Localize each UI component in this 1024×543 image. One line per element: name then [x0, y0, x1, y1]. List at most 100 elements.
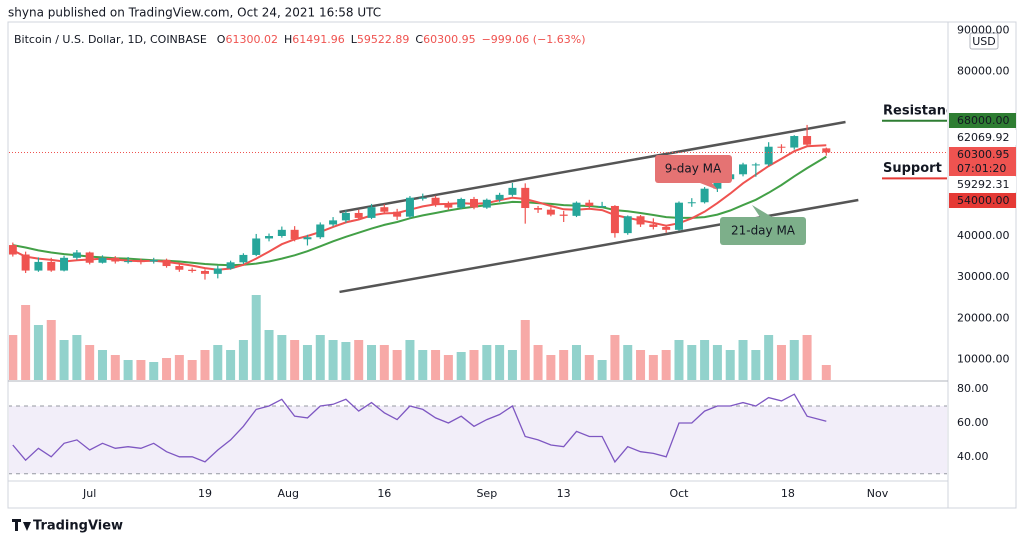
resistance-price-tag: 68000.00	[949, 113, 1016, 128]
ma9-price-tag-box	[949, 130, 1016, 145]
candle-body	[662, 226, 671, 230]
x-tick-label: 19	[198, 487, 212, 500]
candle-body	[316, 224, 325, 238]
volume-bar	[559, 350, 569, 380]
volume-bar	[802, 335, 812, 380]
volume-bar	[687, 345, 697, 380]
x-tick-label: Nov	[867, 487, 889, 500]
ma9-price-tag-text: 62069.92	[957, 131, 1010, 144]
candle-body	[98, 257, 107, 263]
volume-bar	[85, 345, 95, 380]
x-tick-label: Jul	[82, 487, 96, 500]
candle-body	[764, 146, 773, 165]
volume-bar	[328, 340, 338, 380]
volume-bar	[59, 340, 69, 380]
volume-bar	[174, 355, 184, 380]
volume-bar	[700, 340, 710, 380]
candle-body	[341, 212, 350, 221]
candle-body	[521, 187, 530, 209]
last-price-tag-text: 60300.95	[957, 148, 1010, 161]
resistance-price-tag-box	[949, 113, 1016, 128]
volume-bar	[200, 350, 210, 380]
volume-bar	[623, 345, 633, 380]
ma9-annotation: 9-day MA	[665, 162, 722, 176]
volume-bar	[533, 345, 543, 380]
candle-body	[34, 261, 43, 271]
candle-body	[354, 212, 363, 218]
candle-body	[329, 220, 338, 225]
candle-body	[60, 257, 69, 271]
symbol: Bitcoin / U.S. Dollar, 1D, COINBASE	[14, 33, 207, 46]
volume-bar	[764, 335, 774, 380]
candle-body	[162, 259, 171, 267]
symbol-legend: Bitcoin / U.S. Dollar, 1D, COINBASE O6130…	[14, 33, 586, 46]
volume-bar	[213, 345, 223, 380]
candle-body	[649, 224, 658, 227]
volume-bar	[495, 345, 505, 380]
volume-bar	[482, 345, 492, 380]
volume-bar	[251, 295, 261, 380]
ma21-annotation-box	[720, 217, 806, 245]
y-tick-label: 40000.00	[957, 229, 1010, 242]
last-price-tag: 60300.95	[949, 147, 1016, 176]
rsi-tick-label: 40.00	[957, 450, 989, 463]
volume-bar	[379, 345, 389, 380]
candle-body	[636, 216, 645, 225]
volume-bar	[226, 350, 236, 380]
candle-body	[623, 216, 632, 234]
volume-bar	[405, 340, 415, 380]
candle-body	[149, 259, 158, 262]
ohlc-value: 61491.96	[292, 33, 345, 46]
volume-bar	[738, 340, 748, 380]
y-tick-label: 80000.00	[957, 64, 1010, 77]
candle-body	[393, 211, 402, 217]
candle-body	[610, 205, 619, 234]
candle-body	[124, 261, 133, 263]
ma21-price-tag-text: 59292.31	[957, 178, 1010, 191]
candle-body	[188, 269, 197, 271]
candle-body	[367, 207, 376, 218]
candle-body	[457, 198, 466, 208]
candle-body	[252, 238, 261, 255]
support-price-tag-text: 54000.00	[957, 194, 1010, 207]
volume-bar	[648, 355, 658, 380]
volume-bar	[636, 350, 646, 380]
level-name: Support	[883, 161, 942, 176]
ohlc-key: L	[351, 33, 358, 46]
level-name: Resistance	[883, 103, 963, 118]
volume-bar	[507, 350, 517, 380]
ohlc-key: C	[415, 33, 423, 46]
volume-bar	[584, 355, 594, 380]
ma9-annotation-pointer	[700, 183, 718, 190]
candle-body	[418, 197, 427, 199]
volume-bar	[776, 345, 786, 380]
candle-body	[226, 262, 235, 269]
volume-bar	[456, 352, 466, 380]
volume-bar	[238, 340, 248, 380]
volume-bar	[431, 350, 441, 380]
x-tick-label: Aug	[278, 487, 299, 500]
volume-bar	[46, 320, 56, 380]
footer-brand: TradingView	[33, 519, 123, 534]
candle-body	[546, 209, 555, 215]
candle-body	[470, 198, 478, 208]
candle-body	[674, 202, 683, 230]
chart-frame	[7, 21, 1017, 509]
volume-bar	[9, 335, 18, 380]
channel-line	[339, 198, 859, 294]
currency-label: USD	[972, 35, 996, 48]
x-tick-label: Sep	[476, 487, 497, 500]
volume-bar	[341, 342, 351, 380]
candle-body	[822, 148, 831, 153]
candle-body	[265, 236, 274, 239]
volume-bar	[290, 340, 300, 380]
ohlc-value: 61300.02	[225, 33, 278, 46]
tradingview-logo	[12, 519, 31, 531]
ohlc-value: 59522.89	[357, 33, 410, 46]
volume-bar	[187, 360, 197, 380]
countdown-tag: 07:01:20	[957, 162, 1006, 175]
candle-body	[303, 237, 312, 240]
volume-bar	[354, 340, 364, 380]
candle-body	[111, 257, 120, 262]
candle-body	[559, 214, 568, 216]
